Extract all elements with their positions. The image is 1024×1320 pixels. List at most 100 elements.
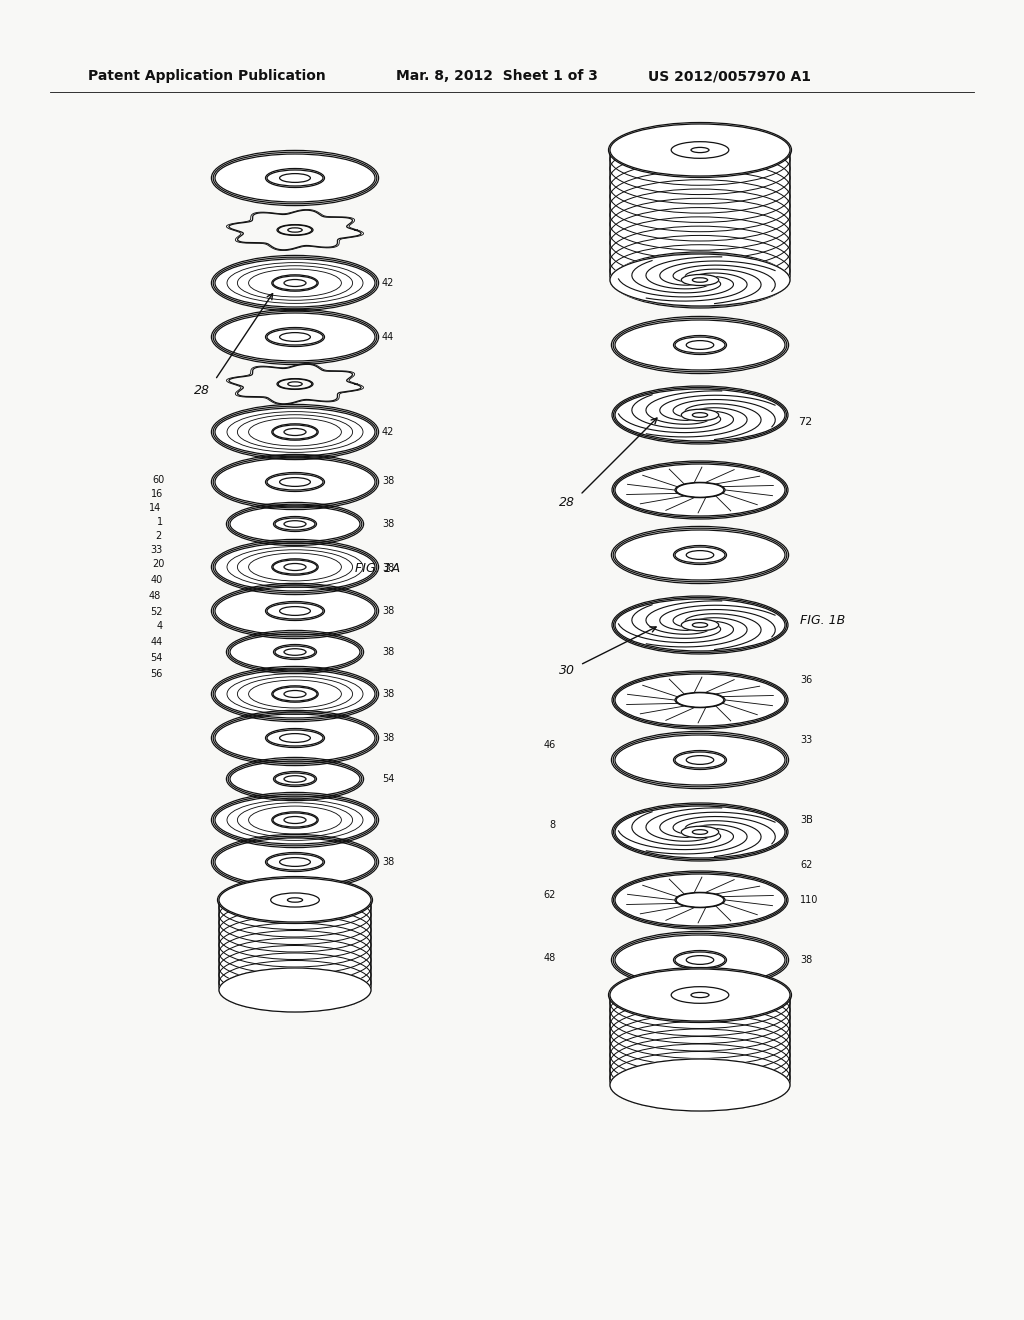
Text: US 2012/0057970 A1: US 2012/0057970 A1 (648, 69, 811, 83)
Text: 44: 44 (151, 638, 163, 647)
Ellipse shape (288, 381, 302, 387)
Ellipse shape (676, 693, 724, 708)
Ellipse shape (230, 762, 360, 797)
Text: 48: 48 (544, 953, 556, 964)
Ellipse shape (615, 319, 785, 370)
Text: 110: 110 (800, 895, 818, 906)
Text: 62: 62 (544, 890, 556, 900)
Ellipse shape (215, 259, 375, 308)
Ellipse shape (215, 587, 375, 635)
Ellipse shape (284, 429, 306, 436)
Ellipse shape (284, 648, 306, 655)
Text: 38: 38 (382, 606, 394, 616)
Text: 60: 60 (153, 475, 165, 484)
Text: 38: 38 (382, 647, 394, 657)
Ellipse shape (671, 986, 729, 1003)
Ellipse shape (610, 1059, 790, 1111)
Ellipse shape (215, 408, 375, 455)
Text: 38: 38 (382, 857, 394, 867)
Ellipse shape (230, 506, 360, 543)
Polygon shape (219, 900, 371, 990)
Ellipse shape (284, 817, 306, 824)
Ellipse shape (280, 333, 310, 342)
Ellipse shape (686, 755, 714, 764)
Ellipse shape (215, 838, 375, 886)
Ellipse shape (230, 634, 360, 671)
Ellipse shape (284, 564, 306, 570)
Ellipse shape (215, 313, 375, 360)
Ellipse shape (692, 623, 708, 627)
Ellipse shape (280, 607, 310, 615)
Ellipse shape (676, 483, 724, 498)
Ellipse shape (686, 341, 714, 350)
Ellipse shape (280, 478, 310, 486)
Ellipse shape (215, 543, 375, 591)
Ellipse shape (215, 714, 375, 762)
Ellipse shape (284, 520, 306, 527)
Ellipse shape (671, 141, 729, 158)
Text: 56: 56 (151, 669, 163, 678)
Text: 28: 28 (194, 384, 210, 396)
Text: 36: 36 (800, 675, 812, 685)
Text: 72: 72 (798, 417, 812, 426)
Text: 20: 20 (153, 558, 165, 569)
Text: 38: 38 (382, 477, 394, 486)
Ellipse shape (610, 124, 790, 176)
Ellipse shape (615, 874, 785, 927)
Ellipse shape (219, 878, 371, 921)
Ellipse shape (615, 675, 785, 726)
Ellipse shape (681, 619, 719, 631)
Ellipse shape (284, 690, 306, 697)
Ellipse shape (681, 409, 719, 421)
Text: 40: 40 (151, 576, 163, 585)
Text: 1: 1 (157, 517, 163, 527)
Ellipse shape (280, 174, 310, 182)
Text: 2: 2 (155, 531, 161, 541)
Ellipse shape (686, 956, 714, 965)
Ellipse shape (615, 531, 785, 579)
Text: 3B: 3B (800, 814, 813, 825)
Ellipse shape (615, 935, 785, 985)
Ellipse shape (284, 280, 306, 286)
Text: 62: 62 (800, 861, 812, 870)
Text: 42: 42 (382, 426, 394, 437)
Ellipse shape (219, 968, 371, 1012)
Ellipse shape (691, 993, 709, 998)
Ellipse shape (215, 671, 375, 718)
Text: 33: 33 (151, 545, 163, 554)
Ellipse shape (215, 458, 375, 506)
Ellipse shape (288, 228, 302, 232)
Ellipse shape (615, 255, 785, 305)
Text: 14: 14 (148, 503, 161, 513)
Ellipse shape (288, 898, 303, 902)
Text: 54: 54 (151, 653, 163, 663)
Ellipse shape (615, 807, 785, 858)
Ellipse shape (692, 277, 708, 282)
Ellipse shape (692, 830, 708, 834)
Ellipse shape (610, 253, 790, 306)
Text: 38: 38 (800, 954, 812, 965)
Text: 38: 38 (382, 519, 394, 529)
Text: 33: 33 (800, 735, 812, 744)
Text: 30: 30 (559, 664, 575, 676)
Text: Patent Application Publication: Patent Application Publication (88, 69, 326, 83)
Text: 4: 4 (157, 620, 163, 631)
Text: 52: 52 (151, 607, 163, 616)
Text: 54: 54 (382, 774, 394, 784)
Ellipse shape (610, 969, 790, 1020)
Text: 38: 38 (382, 689, 394, 700)
Ellipse shape (676, 892, 724, 907)
Text: 44: 44 (382, 333, 394, 342)
Ellipse shape (284, 776, 306, 783)
Polygon shape (610, 995, 790, 1085)
Ellipse shape (215, 154, 375, 202)
Ellipse shape (686, 550, 714, 560)
Ellipse shape (681, 826, 719, 838)
Text: FIG. 1A: FIG. 1A (355, 561, 400, 574)
Text: Mar. 8, 2012  Sheet 1 of 3: Mar. 8, 2012 Sheet 1 of 3 (396, 69, 598, 83)
Text: FIG. 1B: FIG. 1B (800, 614, 845, 627)
Ellipse shape (280, 858, 310, 866)
Text: 38: 38 (382, 564, 394, 573)
Text: 8: 8 (550, 820, 556, 830)
Text: 28: 28 (559, 496, 575, 510)
